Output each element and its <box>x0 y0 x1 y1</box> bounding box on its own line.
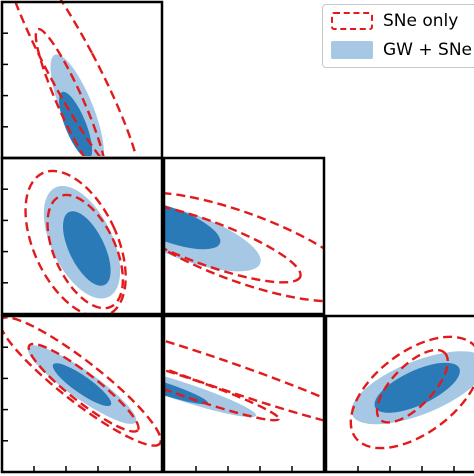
legend-label-sne-only: SNe only <box>383 11 459 31</box>
panel-frame <box>162 156 326 316</box>
sne-only-contour-95 <box>349 335 474 450</box>
panel-frame <box>324 314 474 474</box>
contours-p3-vs-p4 <box>349 335 474 450</box>
gw-sne-contour-68 <box>164 200 221 250</box>
panel-frame <box>162 314 326 474</box>
gw-sne-contour-68 <box>52 363 112 407</box>
panel-frame <box>0 314 164 474</box>
legend-swatch-dashed <box>331 12 373 30</box>
panel-p1-vs-p3 <box>0 156 164 316</box>
sne-only-contour-68 <box>375 348 449 424</box>
sne-only-contour-95 <box>2 0 142 156</box>
panel-p2-vs-p4 <box>162 314 326 474</box>
contours-p1-vs-p3 <box>24 169 127 314</box>
legend-entry-sne-only: SNe only <box>331 9 458 33</box>
legend-entry-gw-sne: GW + SNe <box>331 38 472 62</box>
sne-only-contour-68 <box>164 200 302 284</box>
gw-sne-contour-68 <box>63 211 111 286</box>
sne-only-contour-95 <box>24 169 127 314</box>
sne-only-contour-95 <box>164 191 324 303</box>
contours-p2-vs-p3 <box>164 191 324 303</box>
panel-p2-vs-p3 <box>162 156 326 316</box>
panel-p1-vs-p2 <box>0 0 164 160</box>
sne-only-contour-68 <box>27 342 140 433</box>
contours-p2-vs-p4 <box>164 316 324 432</box>
gw-sne-contour-68 <box>374 362 460 413</box>
contours-p1-vs-p4 <box>2 316 162 447</box>
sne-only-contour-68 <box>164 354 281 422</box>
panel-p1-vs-p4 <box>0 314 164 474</box>
legend-label-gw-sne: GW + SNe <box>383 40 473 60</box>
legend: SNe only GW + SNe <box>322 4 474 68</box>
panel-frame <box>0 156 164 316</box>
panel-p3-vs-p4 <box>324 314 474 474</box>
contours-p1-vs-p2 <box>2 0 142 156</box>
sne-only-contour-95 <box>2 316 162 447</box>
sne-only-contour-68 <box>46 193 125 310</box>
legend-swatch-filled <box>331 41 373 59</box>
sne-only-contour-68 <box>34 27 108 156</box>
sne-only-contour-95 <box>164 316 324 432</box>
